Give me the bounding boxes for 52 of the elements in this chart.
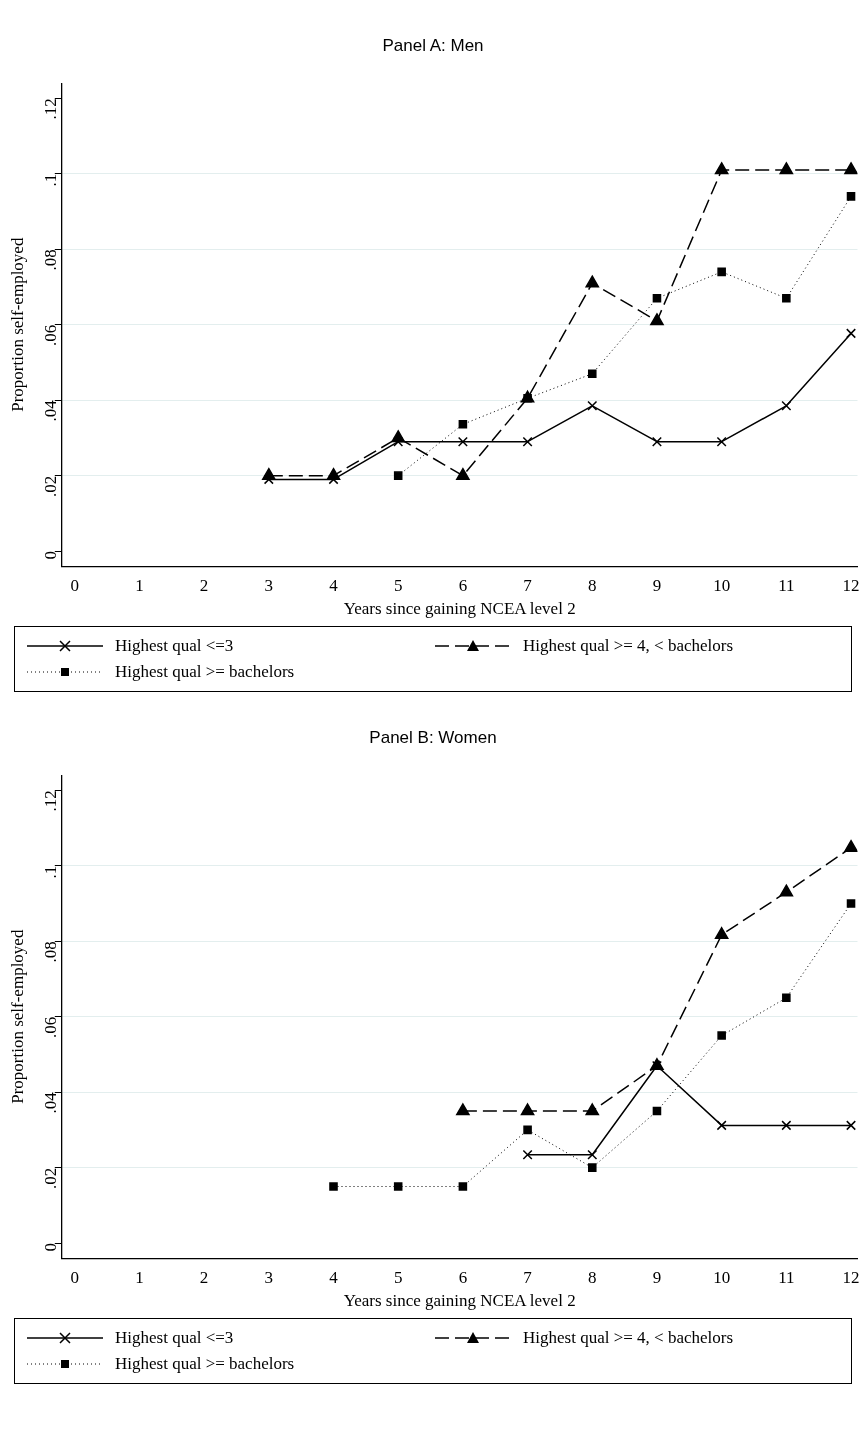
y-tick-label: .12 bbox=[41, 790, 61, 812]
x-tick-label: 0 bbox=[70, 1267, 79, 1287]
legend-label: Highest qual >= bachelors bbox=[115, 662, 295, 682]
y-tick-label: .04 bbox=[41, 1091, 61, 1114]
x-tick-label: 1 bbox=[135, 1267, 144, 1287]
x-tick-label: 9 bbox=[652, 575, 662, 595]
x-tick-label: 11 bbox=[778, 1267, 795, 1287]
y-tick-label: .02 bbox=[41, 1167, 61, 1189]
x-tick-label: 5 bbox=[393, 575, 403, 595]
x-tick-label: 8 bbox=[588, 1267, 597, 1287]
x-tick-label: 7 bbox=[523, 1267, 533, 1287]
x-tick-label: 12 bbox=[842, 1267, 860, 1287]
x-tick-label: 2 bbox=[199, 575, 209, 595]
y-tick-label: .08 bbox=[41, 941, 61, 963]
y-tick-label: 0 bbox=[41, 1243, 61, 1252]
chart-title: Panel A: Men bbox=[381, 35, 485, 57]
x-tick-label: 10 bbox=[713, 575, 731, 595]
x-tick-label: 8 bbox=[588, 575, 597, 595]
x-tick-label: 3 bbox=[264, 575, 274, 595]
x-tick-label: 11 bbox=[778, 575, 795, 595]
legend-label: Highest qual >= 4, < bachelors bbox=[523, 636, 734, 656]
x-tick-label: 10 bbox=[713, 1267, 731, 1287]
x-tick-label: 3 bbox=[264, 1267, 274, 1287]
x-tick-label: 0 bbox=[70, 575, 79, 595]
x-tick-label: 9 bbox=[652, 1267, 662, 1287]
legend-label: Highest qual <=3 bbox=[115, 636, 234, 656]
x-tick-label: 6 bbox=[458, 575, 468, 595]
x-tick-label: 2 bbox=[199, 1267, 209, 1287]
legend-label: Highest qual >= 4, < bachelors bbox=[523, 1328, 734, 1348]
x-tick-label: 4 bbox=[329, 1267, 339, 1287]
y-tick-label: .1 bbox=[41, 173, 61, 187]
legend-label: Highest qual <=3 bbox=[115, 1328, 234, 1348]
chart-title: Panel B: Women bbox=[368, 727, 498, 749]
x-tick-label: 1 bbox=[135, 575, 144, 595]
x-axis-title: Years since gaining NCEA level 2 bbox=[343, 1291, 576, 1311]
x-tick-label: 5 bbox=[393, 1267, 403, 1287]
x-tick-label: 6 bbox=[458, 1267, 468, 1287]
legend-label: Highest qual >= bachelors bbox=[115, 1354, 295, 1374]
y-tick-label: .04 bbox=[41, 399, 61, 422]
y-axis-title: Proportion self-employed bbox=[7, 237, 27, 412]
y-axis-title: Proportion self-employed bbox=[7, 929, 27, 1104]
x-tick-label: 4 bbox=[329, 575, 339, 595]
y-tick-label: .02 bbox=[41, 475, 61, 497]
y-tick-label: .06 bbox=[41, 1016, 61, 1038]
x-tick-label: 12 bbox=[842, 575, 860, 595]
y-tick-label: .1 bbox=[41, 865, 61, 879]
y-tick-label: .06 bbox=[41, 324, 61, 346]
x-tick-label: 7 bbox=[523, 575, 533, 595]
x-axis-title: Years since gaining NCEA level 2 bbox=[343, 599, 576, 619]
y-tick-label: .08 bbox=[41, 249, 61, 271]
y-tick-label: .12 bbox=[41, 98, 61, 120]
y-tick-label: 0 bbox=[41, 551, 61, 560]
